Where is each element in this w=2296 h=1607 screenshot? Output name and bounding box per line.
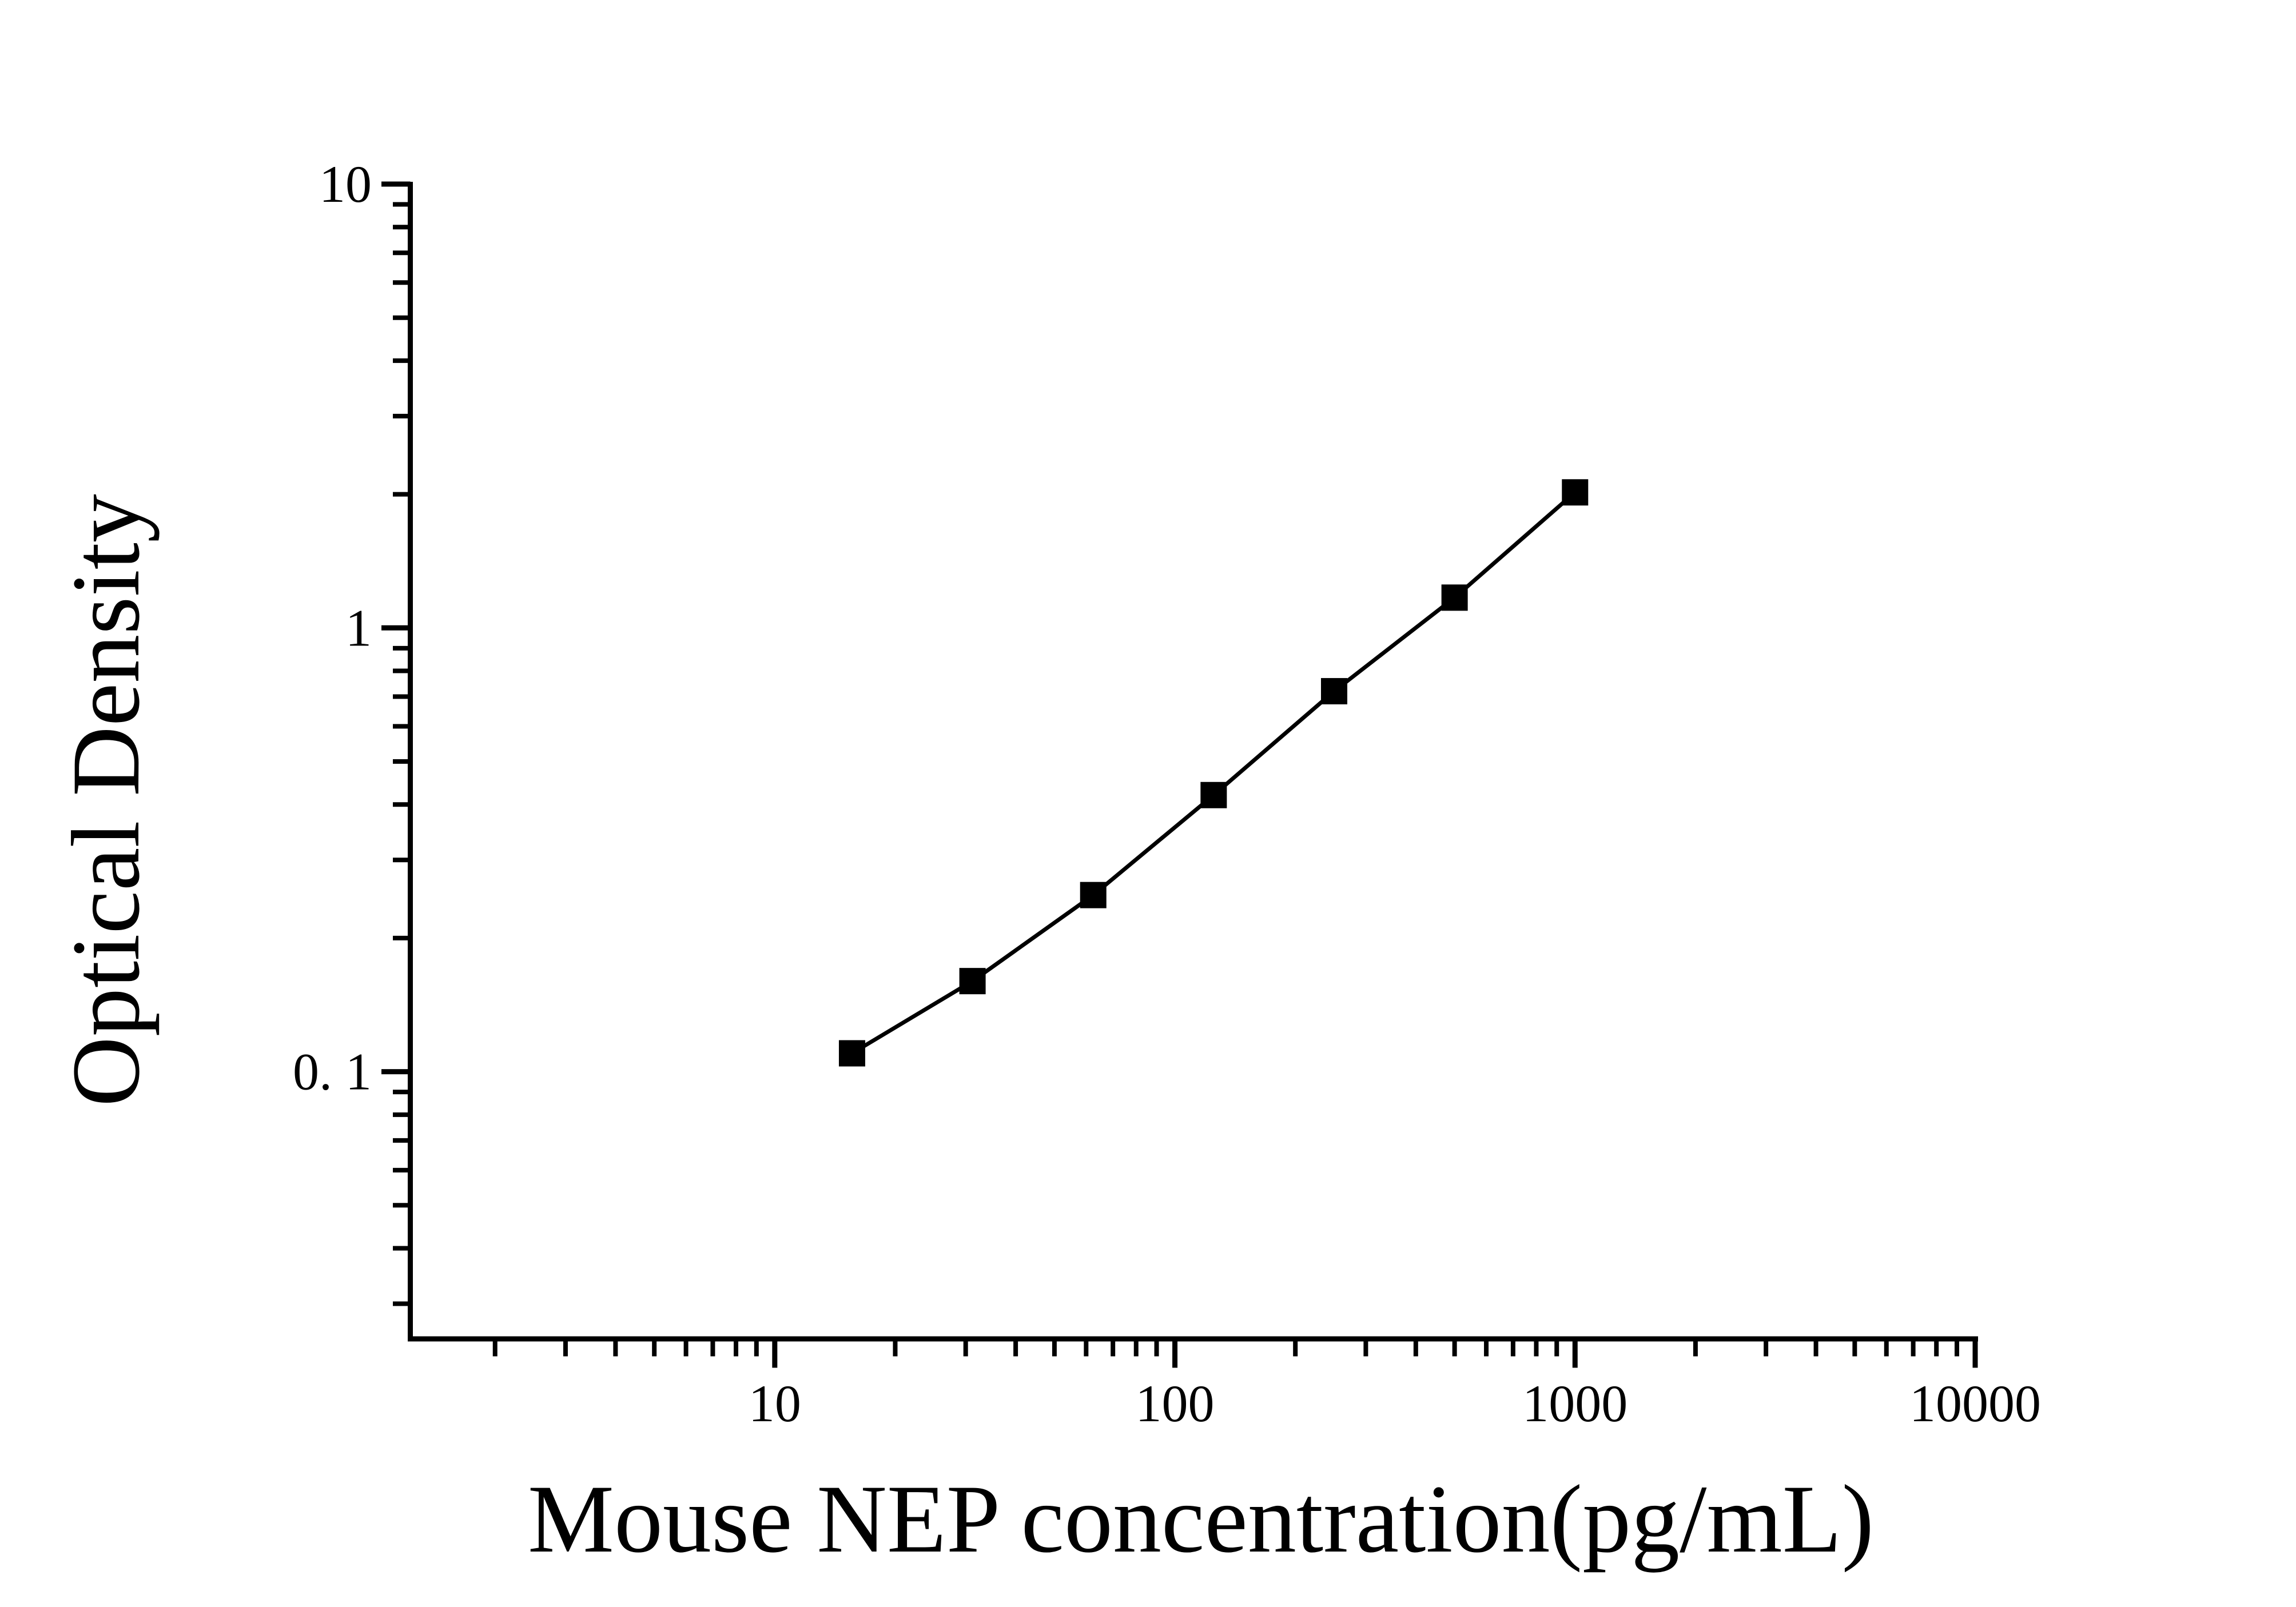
y-tick-label: 1 bbox=[345, 599, 372, 657]
data-point-marker bbox=[1320, 678, 1347, 705]
x-minor-ticks bbox=[492, 1339, 1959, 1357]
y-tick-labels: 10 1 0. 1 bbox=[293, 155, 372, 1101]
y-axis-title: Optical Density bbox=[52, 494, 160, 1107]
y-tick-label: 0. 1 bbox=[293, 1043, 372, 1101]
y-major-ticks bbox=[381, 181, 411, 1075]
x-tick-label: 1000 bbox=[1522, 1374, 1628, 1433]
data-point-marker bbox=[1080, 882, 1107, 908]
series-standard-curve bbox=[838, 479, 1589, 1067]
x-axis-title: Mouse NEP concentration(pg/mL) bbox=[528, 1465, 1874, 1573]
x-tick-label: 10 bbox=[749, 1374, 801, 1433]
axes bbox=[408, 182, 1978, 1342]
x-tick-labels: 10 100 1000 10000 bbox=[749, 1374, 2041, 1433]
x-tick-label: 10000 bbox=[1909, 1374, 2041, 1433]
y-tick-label: 10 bbox=[319, 155, 372, 213]
data-point-marker bbox=[838, 1040, 865, 1067]
data-point-marker bbox=[1562, 479, 1589, 506]
data-point-marker bbox=[1441, 584, 1468, 611]
axis-frame bbox=[408, 182, 1978, 1342]
x-major-ticks bbox=[772, 1339, 1978, 1368]
x-tick-label: 100 bbox=[1136, 1374, 1215, 1433]
y-minor-ticks bbox=[393, 202, 411, 1306]
data-point-marker bbox=[1200, 781, 1227, 808]
data-point-marker bbox=[959, 968, 986, 995]
